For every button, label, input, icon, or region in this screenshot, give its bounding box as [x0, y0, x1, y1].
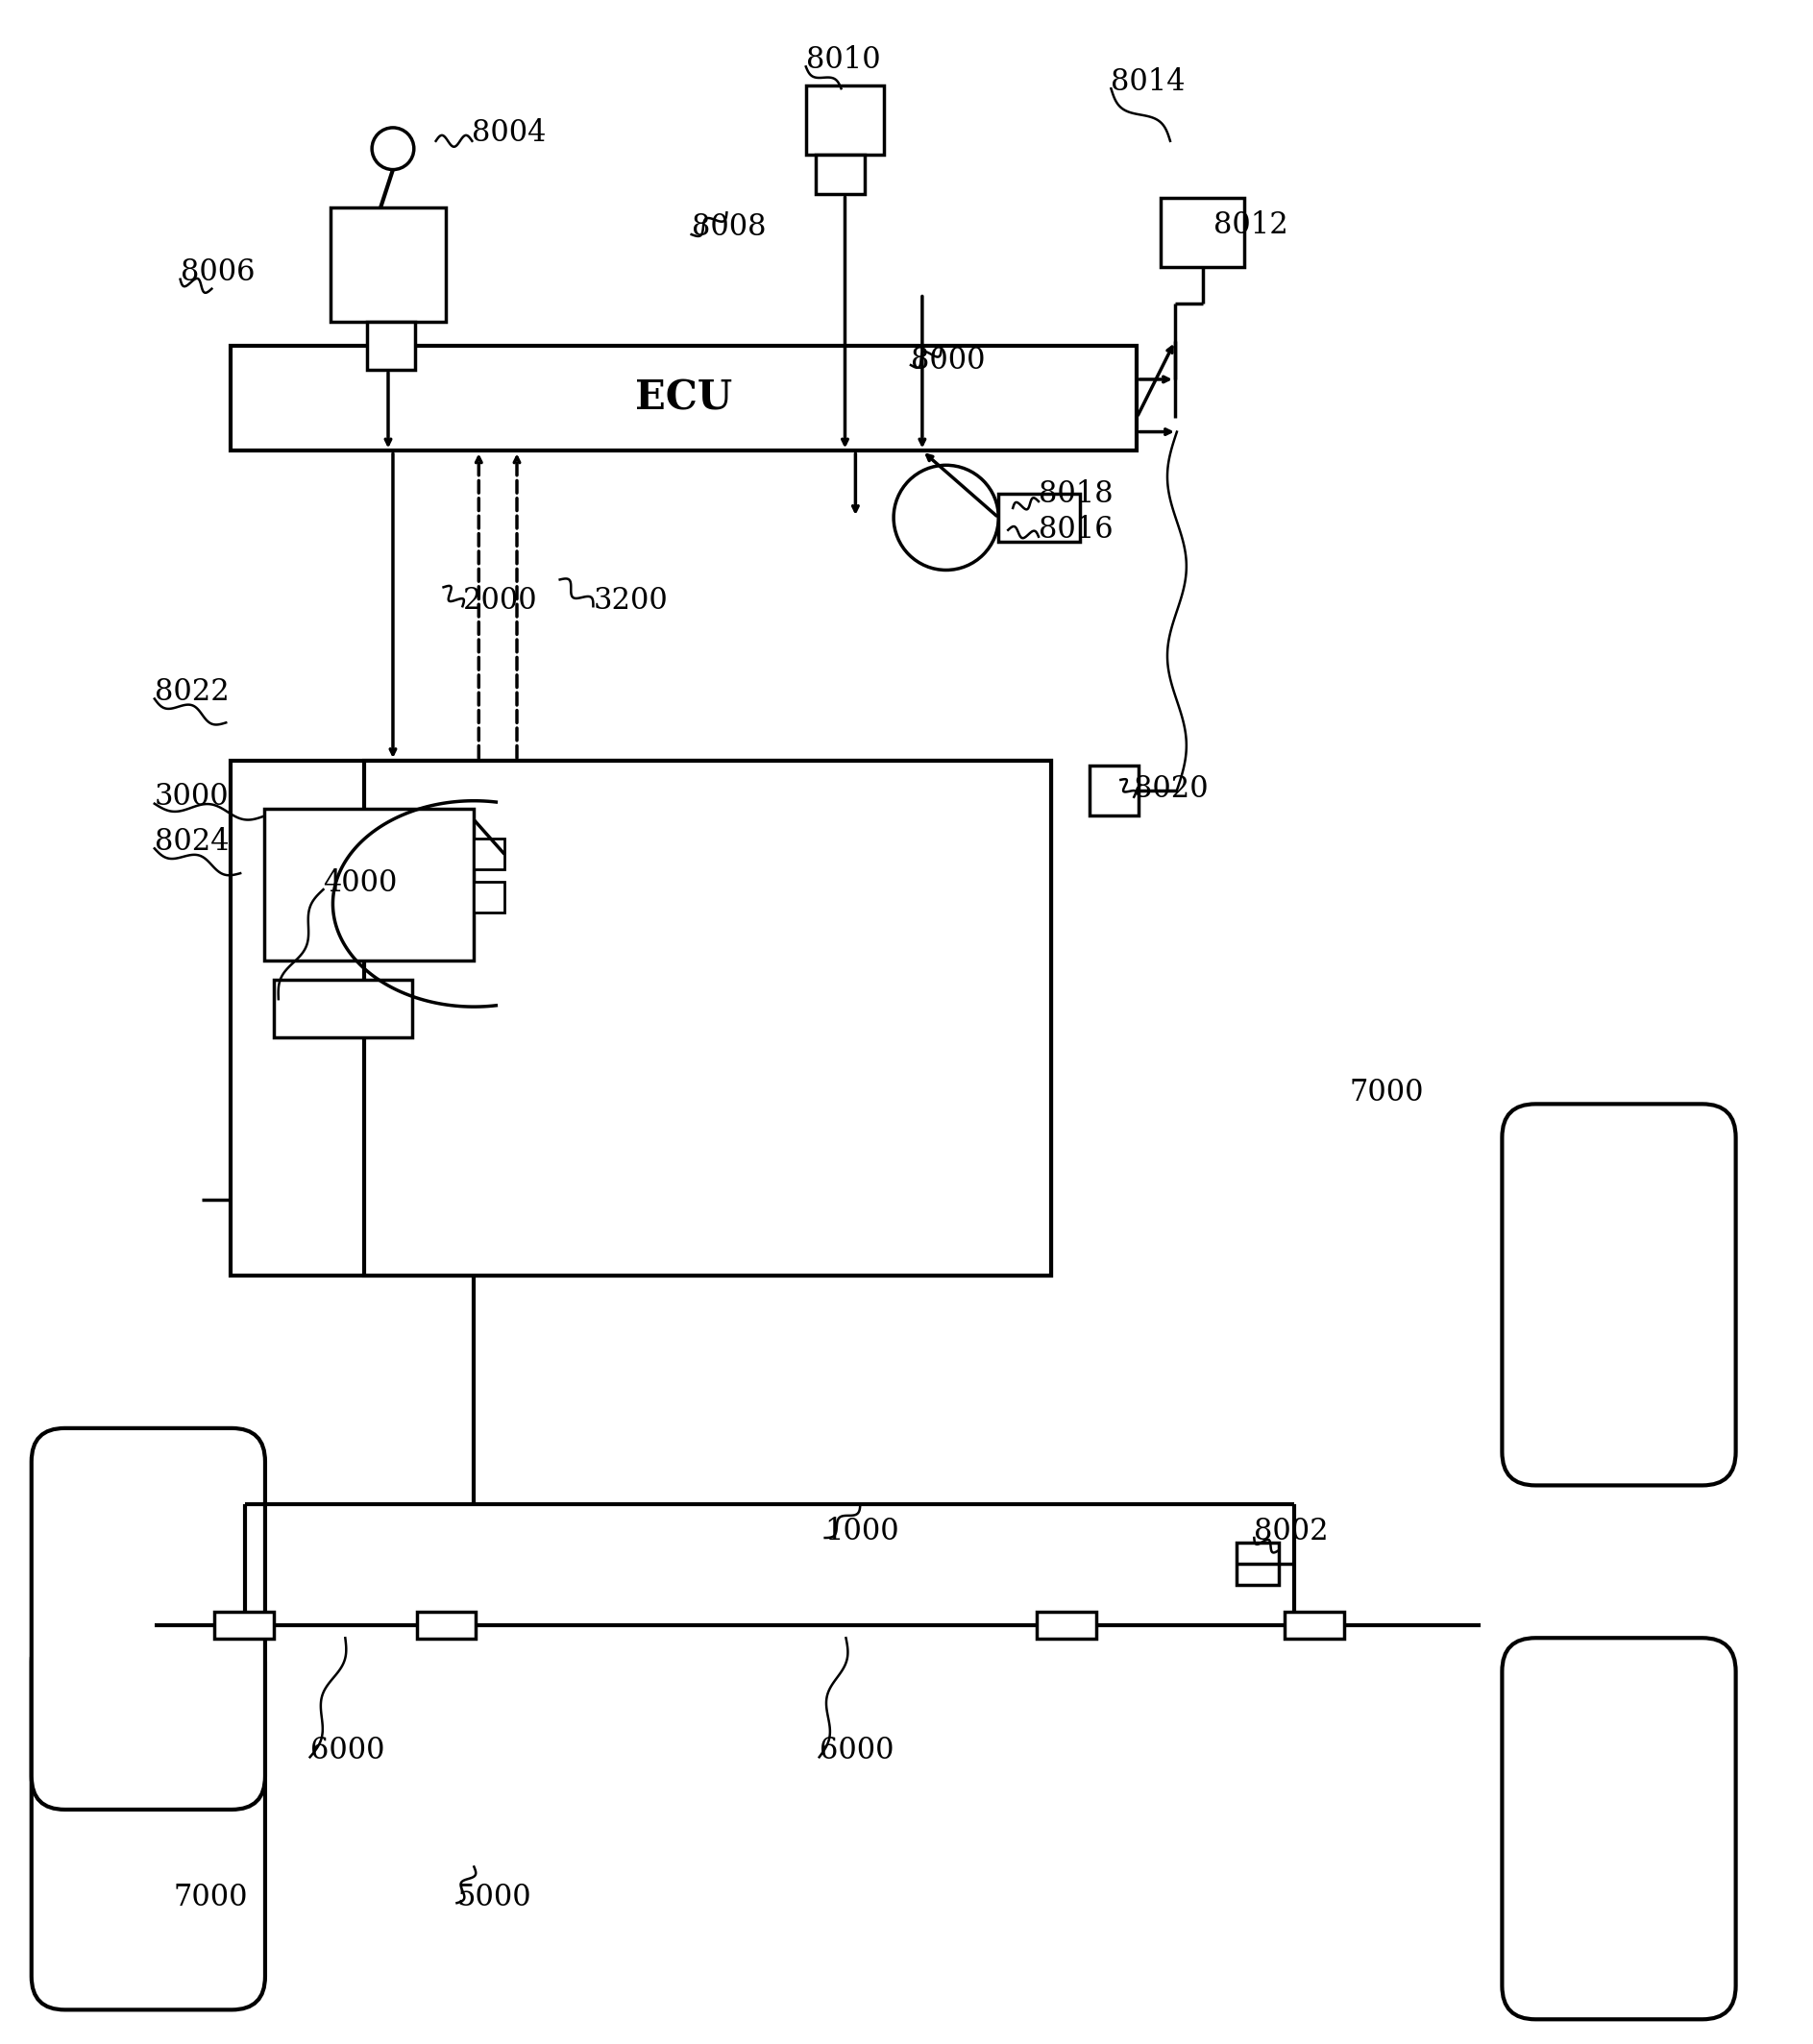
Bar [417, 1613, 475, 1639]
Bar [230, 760, 1052, 1275]
FancyBboxPatch shape [1503, 1104, 1735, 1486]
Text: 8018: 8018 [1039, 478, 1113, 509]
Bar [1160, 198, 1244, 268]
Bar [1090, 766, 1139, 816]
Text: 8008: 8008 [691, 213, 765, 241]
Text: ECU: ECU [635, 378, 732, 419]
Text: 2000: 2000 [462, 587, 537, 615]
Bar [230, 345, 1137, 452]
Text: 4000: 4000 [323, 869, 397, 897]
Bar [368, 323, 415, 370]
Text: 8004: 8004 [471, 119, 546, 149]
Text: 8024: 8024 [154, 828, 228, 856]
Text: 7000: 7000 [1349, 1077, 1423, 1108]
Text: 8014: 8014 [1111, 67, 1186, 96]
Bar [265, 809, 473, 961]
Text: 8012: 8012 [1213, 211, 1287, 239]
Text: 3000: 3000 [154, 783, 228, 811]
Text: 3200: 3200 [593, 587, 667, 615]
Bar [274, 979, 412, 1036]
Text: 8010: 8010 [807, 45, 881, 76]
Text: 8022: 8022 [154, 677, 228, 707]
Text: 6000: 6000 [819, 1735, 894, 1766]
Text: 7000: 7000 [174, 1883, 248, 1911]
Bar [1285, 1613, 1343, 1639]
Bar [807, 86, 885, 155]
Text: 6000: 6000 [310, 1735, 384, 1766]
Text: 8006: 8006 [179, 258, 254, 288]
Text: 8016: 8016 [1039, 515, 1113, 546]
Bar [214, 1613, 274, 1639]
FancyBboxPatch shape [1503, 1637, 1735, 2019]
Text: 1000: 1000 [825, 1517, 899, 1545]
Text: 8000: 8000 [910, 345, 984, 376]
Bar [816, 155, 865, 194]
Bar [473, 881, 504, 912]
Bar [364, 760, 1052, 1275]
Text: 8002: 8002 [1255, 1517, 1329, 1545]
Bar [1236, 1543, 1278, 1584]
Bar [332, 208, 446, 323]
Text: 8020: 8020 [1133, 775, 1209, 803]
Bar [1037, 1613, 1095, 1639]
Text: 5000: 5000 [457, 1883, 531, 1911]
FancyBboxPatch shape [31, 1429, 265, 1809]
FancyBboxPatch shape [31, 1629, 265, 2009]
Bar [473, 838, 504, 869]
Bar [999, 495, 1079, 542]
